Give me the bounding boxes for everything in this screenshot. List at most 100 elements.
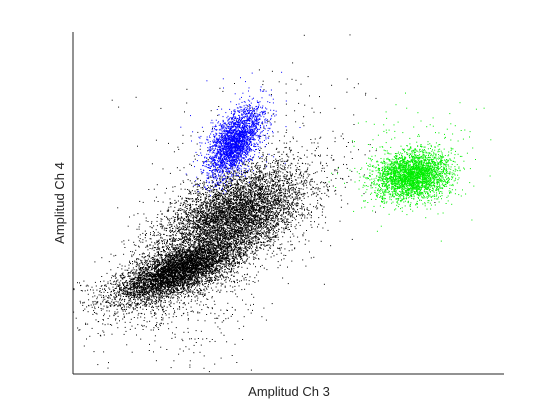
scatter-point [173, 255, 175, 257]
scatter-point [194, 273, 196, 275]
scatter-point [158, 271, 160, 273]
scatter-point [220, 282, 222, 284]
scatter-point [170, 291, 172, 293]
scatter-point [164, 273, 166, 275]
scatter-point [170, 301, 172, 303]
scatter-point [202, 261, 204, 262]
scatter-point [107, 300, 109, 302]
scatter-point [240, 248, 242, 250]
scatter-point [430, 173, 432, 175]
scatter-point [180, 271, 182, 273]
scatter-point [188, 280, 190, 282]
scatter-point [128, 299, 130, 301]
scatter-point [121, 273, 123, 274]
scatter-point [175, 284, 177, 286]
scatter-point [191, 265, 193, 266]
scatter-point [375, 211, 376, 213]
scatter-point [193, 155, 195, 157]
scatter-point [152, 277, 154, 279]
scatter-point [174, 280, 176, 282]
scatter-point [145, 287, 147, 289]
scatter-point [278, 81, 280, 83]
scatter-point [134, 294, 136, 296]
scatter-point [427, 161, 429, 163]
scatter-point [395, 208, 397, 210]
scatter-point [166, 278, 168, 280]
scatter-point [186, 252, 188, 254]
scatter-point [251, 126, 253, 128]
scatter-point [100, 304, 102, 306]
scatter-point [161, 275, 163, 277]
scatter-point [198, 136, 200, 138]
scatter-point [187, 277, 189, 279]
scatter-point [149, 289, 151, 291]
scatter-point [172, 255, 174, 256]
scatter-point [183, 283, 185, 285]
scatter-point [430, 146, 432, 148]
scatter-point [179, 269, 181, 270]
scatter-point [197, 282, 199, 284]
scatter-point [190, 259, 192, 261]
scatter-point [413, 126, 415, 128]
scatter-point [213, 270, 215, 272]
scatter-point [158, 287, 160, 289]
scatter-point [169, 284, 171, 285]
scatter-point [192, 261, 193, 263]
scatter-point [174, 270, 176, 272]
scatter-point [244, 247, 246, 249]
scatter-point [122, 274, 124, 276]
scatter-point [258, 156, 259, 158]
scatter-point [238, 110, 239, 112]
scatter-point [431, 165, 433, 167]
scatter-point [181, 264, 183, 266]
scatter-point [160, 107, 162, 109]
scatter-point [138, 277, 140, 279]
scatter-point [208, 249, 210, 251]
scatter-point [164, 258, 165, 260]
scatter-point [157, 306, 159, 308]
scatter-point [202, 271, 204, 273]
scatter-point [145, 281, 147, 283]
scatter-point [198, 245, 200, 247]
scatter-point [199, 264, 201, 266]
scatter-point [161, 271, 163, 273]
scatter-point [449, 113, 451, 115]
scatter-point [187, 259, 189, 261]
scatter-point [263, 127, 265, 129]
scatter-point [226, 252, 227, 254]
scatter-point [181, 259, 183, 261]
scatter-point [202, 266, 204, 268]
scatter-point [385, 111, 387, 113]
scatter-point [138, 312, 140, 314]
scatter-point [224, 268, 226, 270]
scatter-point [171, 255, 173, 256]
scatter-point [346, 91, 348, 93]
scatter-point [208, 245, 210, 247]
scatter-point [386, 150, 388, 152]
scatter-point [193, 279, 195, 281]
scatter-point [242, 255, 244, 257]
scatter-point [143, 286, 145, 288]
scatter-point [114, 297, 116, 299]
scatter-point [223, 87, 224, 89]
scatter-point [170, 280, 172, 282]
scatter-point [138, 269, 140, 271]
scatter-point [262, 187, 263, 188]
scatter-point [198, 280, 199, 282]
scatter-point [226, 245, 228, 247]
scatter-point [132, 272, 134, 273]
scatter-point [158, 269, 160, 271]
scatter-point [183, 272, 185, 274]
scatter-point [173, 257, 175, 259]
scatter-point [171, 243, 173, 245]
scatter-point [106, 305, 108, 307]
scatter-point [144, 296, 146, 298]
scatter-point [331, 154, 333, 156]
scatter-point [149, 284, 150, 286]
scatter-point [357, 83, 359, 85]
scatter-point [119, 285, 121, 287]
scatter-point [171, 284, 173, 286]
scatter-point [177, 257, 179, 259]
scatter-point [268, 234, 270, 236]
scatter-point [228, 251, 230, 253]
